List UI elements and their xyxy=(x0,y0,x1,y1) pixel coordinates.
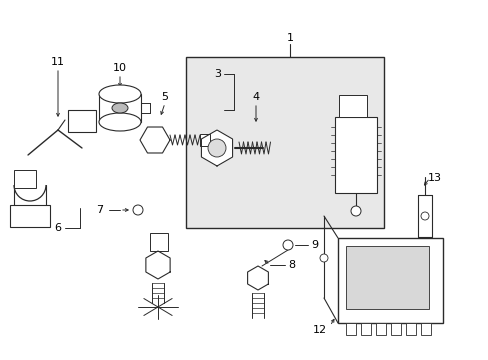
Bar xyxy=(14,170,36,188)
Text: 3: 3 xyxy=(214,69,221,79)
Text: 8: 8 xyxy=(288,260,295,270)
Bar xyxy=(185,57,383,228)
Polygon shape xyxy=(145,251,170,279)
Text: 1: 1 xyxy=(286,33,293,43)
Polygon shape xyxy=(247,266,268,290)
Bar xyxy=(346,323,355,335)
Bar xyxy=(405,323,415,335)
Text: 2: 2 xyxy=(364,180,371,190)
Text: 7: 7 xyxy=(96,205,103,215)
Ellipse shape xyxy=(99,113,141,131)
Text: 11: 11 xyxy=(51,57,65,67)
Bar xyxy=(200,134,209,146)
Bar xyxy=(338,95,366,117)
Text: 5: 5 xyxy=(161,92,168,102)
Bar xyxy=(68,110,96,132)
Bar xyxy=(346,246,428,309)
Bar xyxy=(99,94,141,122)
Text: 4: 4 xyxy=(252,92,259,102)
Text: 12: 12 xyxy=(312,325,326,335)
Bar xyxy=(337,238,442,323)
Circle shape xyxy=(207,139,225,157)
Circle shape xyxy=(420,212,428,220)
Text: 9: 9 xyxy=(311,240,318,250)
Bar xyxy=(375,323,385,335)
Bar xyxy=(390,323,400,335)
Circle shape xyxy=(350,206,360,216)
Polygon shape xyxy=(201,130,232,166)
Circle shape xyxy=(319,254,327,262)
Bar xyxy=(334,117,376,193)
Text: 10: 10 xyxy=(113,63,127,73)
Polygon shape xyxy=(140,127,170,153)
Bar xyxy=(10,205,50,227)
Circle shape xyxy=(283,240,292,250)
Ellipse shape xyxy=(112,103,128,113)
Circle shape xyxy=(133,205,142,215)
Text: 6: 6 xyxy=(54,223,61,233)
Bar xyxy=(360,323,370,335)
Text: 13: 13 xyxy=(427,173,441,183)
Ellipse shape xyxy=(99,85,141,103)
Bar xyxy=(150,233,168,251)
Bar xyxy=(420,323,430,335)
